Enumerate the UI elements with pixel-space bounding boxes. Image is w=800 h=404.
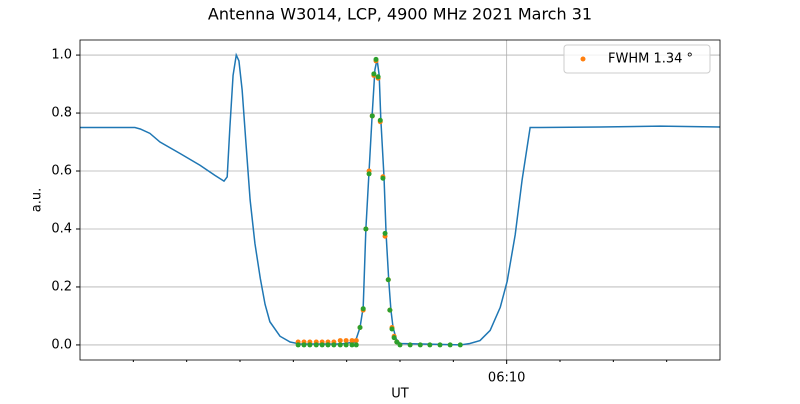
- data-point: [373, 56, 379, 62]
- data-point: [343, 338, 349, 344]
- data-point: [389, 326, 395, 332]
- y-axis-label: a.u.: [30, 188, 45, 212]
- data-point: [375, 74, 381, 80]
- data-point: [387, 307, 393, 313]
- legend-box: [563, 44, 711, 74]
- y-tick-label: 0.8: [51, 106, 72, 121]
- data-point: [337, 338, 343, 344]
- y-tick-label: 1.0: [51, 48, 72, 63]
- data-point: [313, 342, 319, 348]
- data-point: [353, 342, 359, 348]
- data-point: [397, 342, 403, 348]
- legend-label: FWHM 1.34 °: [608, 52, 693, 67]
- data-point: [369, 113, 375, 119]
- data-point: [353, 338, 359, 344]
- data-point: [357, 325, 363, 331]
- data-point: [394, 339, 400, 345]
- data-point: [301, 342, 307, 348]
- data-point: [360, 306, 366, 312]
- data-point: [337, 342, 343, 348]
- data-point: [366, 171, 372, 177]
- data-point: [307, 342, 313, 348]
- data-point: [295, 342, 301, 348]
- data-point: [385, 277, 391, 283]
- y-tick-label: 0.4: [51, 221, 72, 236]
- data-point: [343, 342, 349, 348]
- data-point: [407, 342, 413, 348]
- data-point: [380, 175, 386, 181]
- data-point: [325, 342, 331, 348]
- x-axis-label: UT: [391, 387, 409, 401]
- x-tick-label: 06:10: [488, 371, 525, 386]
- data-point: [457, 342, 463, 348]
- plot-frame: [79, 39, 721, 361]
- data-point: [377, 117, 383, 123]
- y-tick-label: 0.6: [51, 164, 72, 179]
- y-tick-label: 0.2: [51, 279, 72, 294]
- data-point: [391, 335, 397, 341]
- data-point: [331, 342, 337, 348]
- data-point: [437, 342, 443, 348]
- data-point: [363, 226, 369, 232]
- data-point: [382, 230, 388, 236]
- data-point: [427, 342, 433, 348]
- legend-marker: [580, 56, 586, 62]
- data-point: [349, 338, 355, 344]
- data-point: [417, 342, 423, 348]
- data-point: [371, 71, 377, 77]
- y-tick-label: 0.0: [51, 337, 72, 352]
- data-point: [349, 342, 355, 348]
- data-point: [447, 342, 453, 348]
- data-point: [319, 342, 325, 348]
- chart-title: Antenna W3014, LCP, 4900 MHz 2021 March …: [208, 5, 592, 24]
